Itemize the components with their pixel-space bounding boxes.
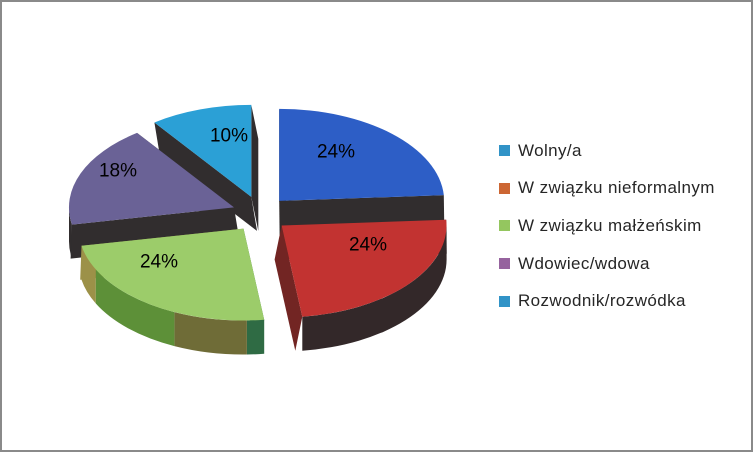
- legend-item-w-zwiazku-malzenskim: W związku małżeńskim: [499, 207, 715, 245]
- legend-label: Wdowiec/wdowa: [518, 253, 650, 273]
- legend-swatch: [499, 295, 510, 307]
- legend-swatch: [499, 258, 510, 270]
- pie-slice-side: [246, 319, 265, 355]
- pie-slice-5: 10%: [154, 104, 259, 231]
- legend-swatch: [499, 145, 510, 157]
- pie-slice-side: [154, 122, 257, 231]
- pie-slice-top: [281, 219, 447, 317]
- pie-slice-side: [251, 104, 259, 231]
- legend-label: Wolny/a: [518, 140, 582, 160]
- pie-data-label: 24%: [349, 235, 387, 256]
- pie-slice-top: [154, 104, 252, 197]
- pie-slice-top: [279, 108, 444, 201]
- pie-data-label: 10%: [210, 126, 248, 147]
- legend-label: W związku małżeńskim: [518, 215, 702, 235]
- pie-slice-side: [302, 225, 447, 351]
- legend-item-rozwodnik-rozwodka: Rozwodnik/rozwódka: [499, 282, 715, 320]
- legend-swatch: [499, 220, 510, 232]
- pie-slice-2: 24%: [274, 219, 447, 351]
- pie-slice-side: [68, 207, 72, 259]
- pie-slice-side: [81, 245, 96, 304]
- pie-slice-3: 24%: [80, 228, 265, 355]
- chart-legend: Wolny/a W związku nieformalnym W związku…: [499, 132, 715, 320]
- legend-item-w-zwiazku-nieformalnym: W związku nieformalnym: [499, 170, 715, 208]
- legend-label: W związku nieformalnym: [518, 178, 715, 198]
- legend-label: Rozwodnik/rozwódka: [518, 291, 686, 311]
- pie-slice-side: [174, 312, 247, 355]
- legend-item-wolny-a: Wolny/a: [499, 132, 715, 170]
- pie-slice-side: [274, 225, 303, 351]
- pie-slice-top: [81, 228, 265, 321]
- pie-slice-side: [95, 269, 175, 347]
- pie-data-label: 24%: [140, 252, 178, 273]
- legend-swatch: [499, 182, 510, 194]
- pie-data-label: 24%: [317, 142, 355, 163]
- pie-slice-top: [68, 132, 234, 225]
- pie-data-label: 18%: [99, 161, 137, 182]
- pie-slice-1: 24%: [279, 108, 445, 235]
- legend-item-wdowiec-wdowa: Wdowiec/wdowa: [499, 245, 715, 283]
